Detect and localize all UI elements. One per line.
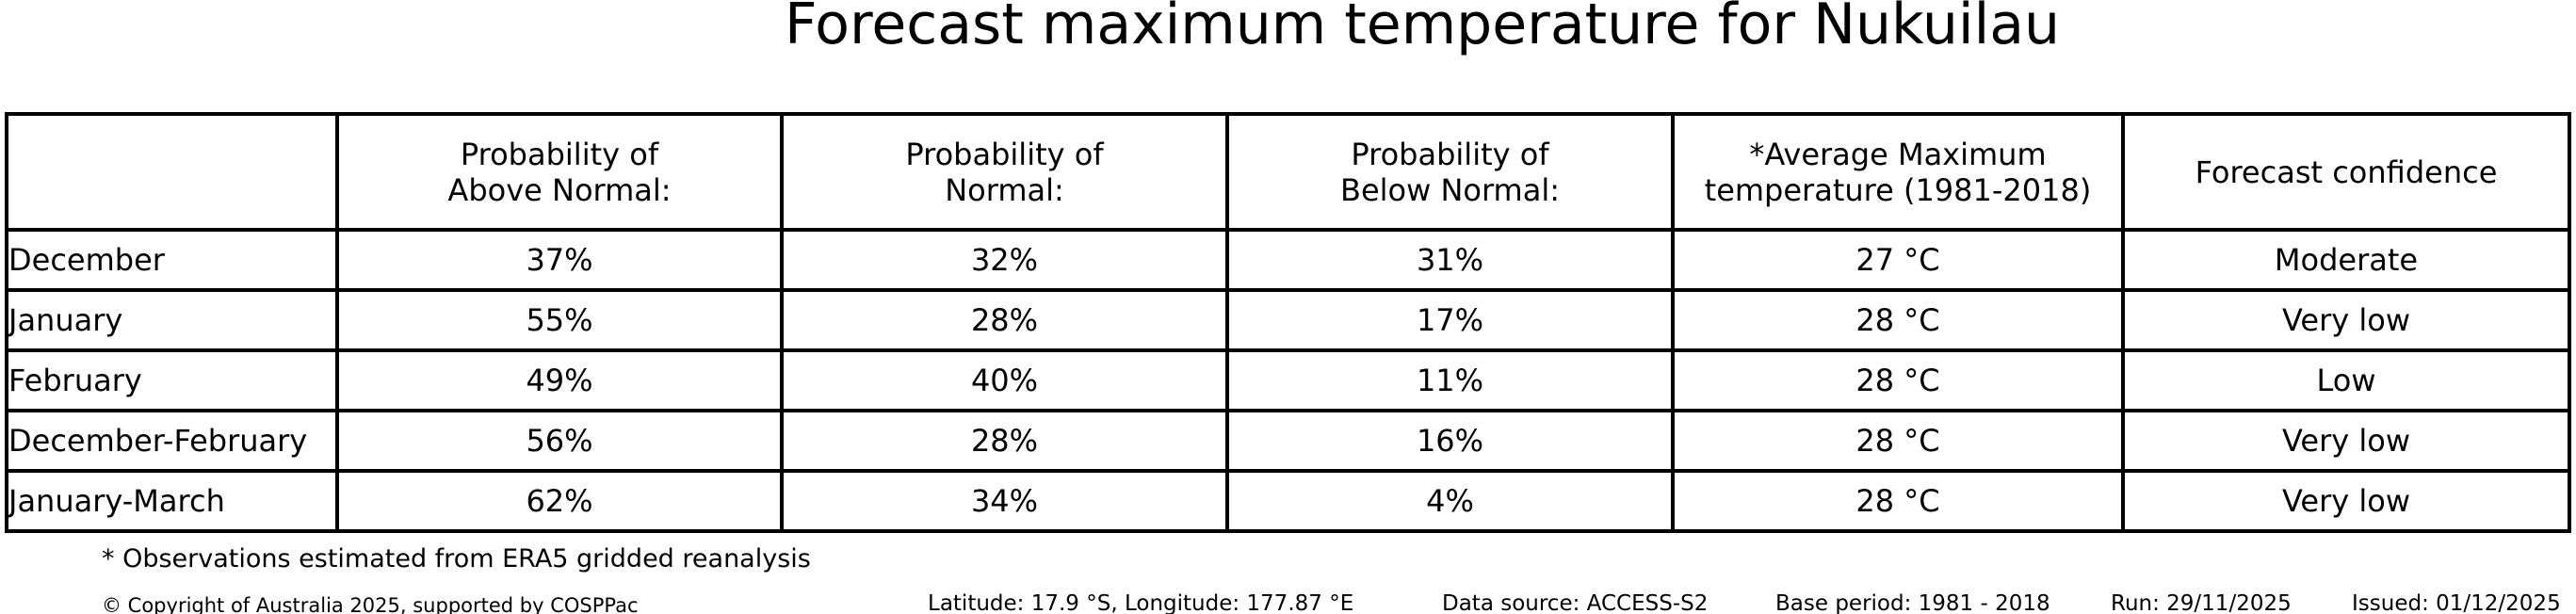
cell-forecast-confidence: Moderate <box>2121 228 2571 292</box>
header-line: Probability of <box>1351 136 1549 172</box>
table-row-february: February 49% 40% 11% 28 °C Low <box>5 348 2571 412</box>
cell-above-normal: 62% <box>335 469 784 533</box>
header-line: Below Normal: <box>1339 171 1560 208</box>
table-row-january: January 55% 28% 17% 28 °C Very low <box>5 288 2571 352</box>
cell-average-max-temp: 28 °C <box>1671 348 2125 412</box>
cell-above-normal: 49% <box>335 348 784 412</box>
column-header-average-max-temp: *Average Maximum temperature (1981-2018) <box>1671 112 2125 232</box>
corner-cell <box>5 112 339 232</box>
column-header-forecast-confidence: Forecast confidence <box>2121 112 2571 232</box>
cell-average-max-temp: 28 °C <box>1671 409 2125 473</box>
cell-normal: 40% <box>780 348 1229 412</box>
cell-average-max-temp: 27 °C <box>1671 228 2125 292</box>
copyright-text: © Copyright of Australia 2025, supported… <box>102 594 639 614</box>
cell-forecast-confidence: Low <box>2121 348 2571 412</box>
base-period-text: Base period: 1981 - 2018 <box>1775 591 2050 614</box>
cell-above-normal: 56% <box>335 409 784 473</box>
forecast-table: Probability of Above Normal: Probability… <box>5 112 2571 533</box>
row-label: December-February <box>5 409 339 473</box>
row-label: December <box>5 228 339 292</box>
run-date-text: Run: 29/11/2025 <box>2111 591 2292 614</box>
cell-above-normal: 55% <box>335 288 784 352</box>
cell-below-normal: 16% <box>1225 409 1675 473</box>
cell-normal: 28% <box>780 288 1229 352</box>
column-header-below-normal: Probability of Below Normal: <box>1225 112 1675 232</box>
cell-below-normal: 31% <box>1225 228 1675 292</box>
header-line: Forecast confidence <box>2195 154 2498 190</box>
cell-average-max-temp: 28 °C <box>1671 288 2125 352</box>
table-row-december: December 37% 32% 31% 27 °C Moderate <box>5 228 2571 292</box>
header-line: Normal: <box>945 171 1064 208</box>
cell-normal: 34% <box>780 469 1229 533</box>
header-line: Above Normal: <box>447 171 672 208</box>
location-coordinates: Latitude: 17.9 °S, Longitude: 177.87 °E <box>928 591 1354 614</box>
cell-average-max-temp: 28 °C <box>1671 469 2125 533</box>
column-header-above-normal: Probability of Above Normal: <box>335 112 784 232</box>
cell-below-normal: 11% <box>1225 348 1675 412</box>
cell-forecast-confidence: Very low <box>2121 288 2571 352</box>
issued-date-text: Issued: 01/12/2025 <box>2352 591 2561 614</box>
row-label: January-March <box>5 469 339 533</box>
table-row-december-february: December-February 56% 28% 16% 28 °C Very… <box>5 409 2571 473</box>
header-line: Probability of <box>460 136 659 172</box>
table-row-january-march: January-March 62% 34% 4% 28 °C Very low <box>5 469 2571 533</box>
cell-below-normal: 4% <box>1225 469 1675 533</box>
header-line: *Average Maximum <box>1749 136 2047 172</box>
header-line: temperature (1981-2018) <box>1704 171 2092 208</box>
data-source-text: Data source: ACCESS-S2 <box>1442 591 1709 614</box>
cell-normal: 28% <box>780 409 1229 473</box>
cell-below-normal: 17% <box>1225 288 1675 352</box>
header-row: Probability of Above Normal: Probability… <box>5 112 2571 232</box>
header-line: Probability of <box>905 136 1104 172</box>
observations-footnote: * Observations estimated from ERA5 gridd… <box>102 544 811 574</box>
column-header-normal: Probability of Normal: <box>780 112 1229 232</box>
cell-normal: 32% <box>780 228 1229 292</box>
cell-forecast-confidence: Very low <box>2121 409 2571 473</box>
row-label: January <box>5 288 339 352</box>
row-label: February <box>5 348 339 412</box>
cell-forecast-confidence: Very low <box>2121 469 2571 533</box>
cell-above-normal: 37% <box>335 228 784 292</box>
page-title: Forecast maximum temperature for Nukuila… <box>784 0 2061 57</box>
